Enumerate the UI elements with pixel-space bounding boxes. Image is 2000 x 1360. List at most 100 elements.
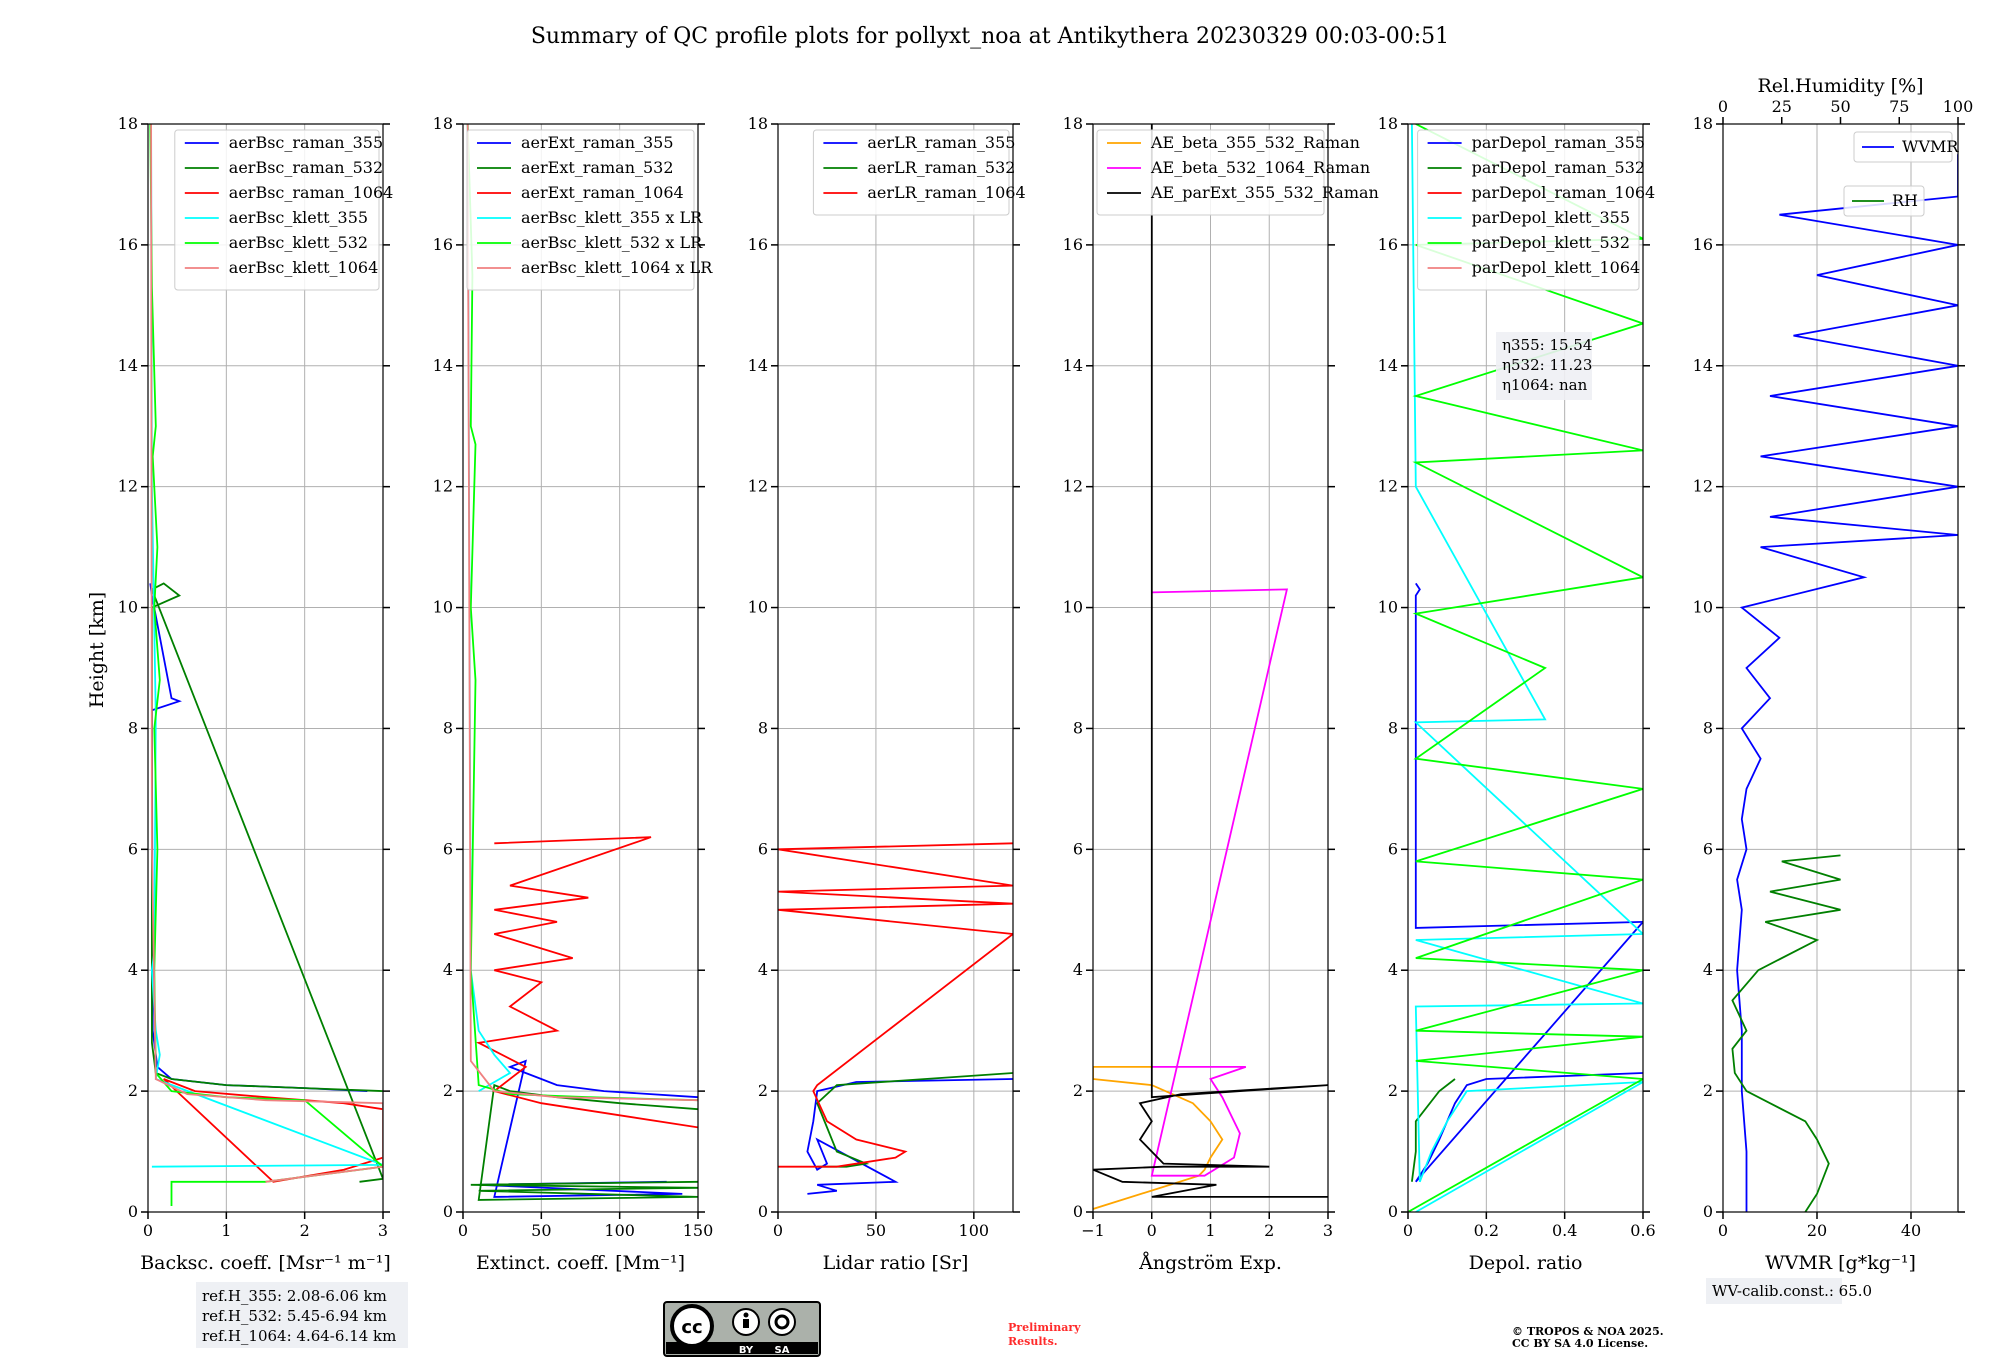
x-tick-label: 0: [1403, 1221, 1413, 1240]
legend-label: parDepol_klett_355: [1472, 208, 1630, 227]
y-tick-label: 6: [1388, 839, 1398, 858]
x-tick-label: 20: [1807, 1221, 1827, 1240]
legend-label: parDepol_raman_532: [1472, 158, 1645, 177]
y-tick-label: 10: [1063, 598, 1083, 617]
panel-6: 0 2 4 6 8 10 12 14 16 18 0 20 40 WVMR [g*kg⁻¹] 0 25 50 75…: [1693, 75, 1974, 1274]
cc-icon-glyph: cc: [681, 1317, 702, 1338]
y-tick-label: 6: [128, 839, 138, 858]
series-line-2: [1731, 854, 1841, 1212]
y-tick-label: 2: [128, 1081, 138, 1100]
eta-bg: [1496, 332, 1592, 400]
plot-frame: [1722, 123, 1959, 1213]
y-tick-label: 8: [1073, 718, 1083, 737]
y-tick-label: 0: [443, 1202, 453, 1221]
ref-height-box: ref.H_355: 2.08-6.06 km ref.H_532: 5.45-…: [196, 1282, 408, 1348]
y-tick-label: 0: [758, 1202, 768, 1221]
y-tick-label: 8: [1703, 718, 1713, 737]
copyright-line-1: © TROPOS & NOA 2025.: [1512, 1325, 1664, 1338]
plot-frame: [147, 123, 384, 1213]
panel-5: 0 2 4 6 8 10 12 14 16 18 0 0.2 0.4 0.6 Depol. ratio par…: [1378, 114, 1656, 1274]
x-tick-label: 0: [1147, 1221, 1157, 1240]
y-tick-label: 4: [1388, 960, 1398, 979]
x-tick-label: 1: [221, 1221, 231, 1240]
y-tick-label: 4: [758, 960, 768, 979]
x-axis-label: WVMR [g*kg⁻¹]: [1765, 1252, 1916, 1274]
cc-license-badge: cc BY SA: [663, 1301, 821, 1357]
y-tick-label: 0: [1073, 1202, 1083, 1221]
ref-height-bg: [196, 1282, 408, 1348]
y-tick-label: 18: [118, 114, 138, 133]
plot-frame: [777, 123, 1014, 1213]
y-tick-label: 18: [748, 114, 768, 133]
y-tick-label: 8: [443, 718, 453, 737]
legend-box: [174, 129, 380, 291]
legend-label: aerExt_raman_532: [521, 158, 674, 177]
series-line-3: [475, 836, 698, 1129]
legend-label: WVMR: [1902, 137, 1959, 156]
cc-icon: [670, 1304, 714, 1348]
series-line-1: [1736, 154, 1958, 1212]
sa-icon: [768, 1308, 796, 1336]
sa-icon-arc: [774, 1314, 790, 1330]
legend-label: aerBsc_klett_532 x LR: [521, 233, 703, 252]
y-tick-label: 6: [1703, 839, 1713, 858]
series-line-2: [470, 1083, 698, 1201]
legend-label: AE_beta_532_1064_Raman: [1150, 158, 1370, 177]
y-tick-label: 16: [1378, 235, 1398, 254]
y-tick-label: 6: [1073, 839, 1083, 858]
legend-box: [466, 129, 695, 291]
eta-box: η355: 15.54 η532: 11.23 η1064: nan: [1496, 332, 1592, 400]
panel-3: 0 2 4 6 8 10 12 14 16 18 0 50 100 Lidar ratio [Sr] aer…: [748, 114, 1026, 1274]
x-tick-label: 0: [143, 1221, 153, 1240]
eta-532: η532: 11.23: [1502, 356, 1592, 374]
x-tick-label: 1: [1205, 1221, 1215, 1240]
legend-label: AE_parExt_355_532_Raman: [1150, 183, 1379, 202]
y-tick-label: 0: [1703, 1202, 1713, 1221]
legend-label: parDepol_klett_532: [1472, 233, 1630, 252]
legend-label: RH: [1892, 191, 1918, 210]
y-tick-label: 18: [1378, 114, 1398, 133]
y-tick-label: 12: [433, 477, 453, 496]
y-tick-label: 18: [433, 114, 453, 133]
y-tick-label: 10: [118, 598, 138, 617]
legend-label: aerLR_raman_1064: [867, 183, 1025, 202]
y-tick-label: 4: [128, 960, 138, 979]
legend-label: aerBsc_raman_1064: [229, 183, 394, 202]
x-tick-label: −1: [1081, 1221, 1105, 1240]
x-tick-label: 0: [458, 1221, 468, 1240]
x2-tick-label: 0: [1718, 97, 1728, 116]
series-line-6: [466, 124, 698, 1102]
chart-title: Summary of QC profile plots for pollyxt_…: [531, 24, 1449, 49]
legend-label: aerBsc_klett_1064 x LR: [521, 258, 713, 277]
x2-tick-label: 75: [1889, 97, 1909, 116]
y-tick-label: 16: [748, 235, 768, 254]
y-tick-label: 12: [118, 477, 138, 496]
panel-2: 0 2 4 6 8 10 12 14 16 18 0 50 100 150 Extinct. coeff. …: [433, 114, 714, 1274]
legend-label: aerBsc_klett_355 x LR: [521, 208, 703, 227]
cc-badge-strip: [666, 1342, 818, 1354]
copyright-line-2: CC BY SA 4.0 License.: [1512, 1337, 1648, 1350]
y-tick-label: 4: [1073, 960, 1083, 979]
y-tick-label: 18: [1063, 114, 1083, 133]
series-line-1: [478, 1059, 698, 1198]
series-line-1: [806, 1078, 1013, 1195]
series-line-4: [1411, 124, 1643, 1212]
y-tick-label: 2: [1703, 1081, 1713, 1100]
plot-frame: [462, 123, 699, 1213]
y-tick-label: 18: [1693, 114, 1713, 133]
y-tick-label: 14: [118, 356, 138, 375]
legend-label: parDepol_klett_1064: [1472, 258, 1641, 277]
legend-label: aerLR_raman_532: [867, 158, 1015, 177]
sa-label: SA: [775, 1345, 790, 1356]
legend-label: aerBsc_klett_1064: [229, 258, 378, 277]
x-tick-label: 2: [1264, 1221, 1274, 1240]
y-tick-label: 12: [748, 477, 768, 496]
legend-box: [812, 129, 1010, 216]
wv-calib-bg: [1706, 1278, 1842, 1304]
x-tick-label: 3: [1323, 1221, 1333, 1240]
legend-label: parDepol_raman_355: [1472, 133, 1645, 152]
x-tick-label: 0.6: [1630, 1221, 1655, 1240]
y-tick-label: 12: [1378, 477, 1398, 496]
